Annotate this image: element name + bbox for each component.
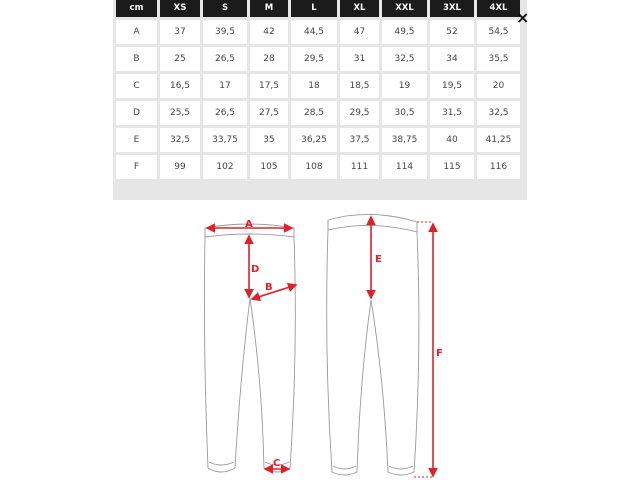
row-label: B — [116, 47, 157, 71]
table-cell: 35,5 — [477, 47, 520, 71]
table-cell: 30,5 — [382, 101, 427, 125]
label-b: B — [265, 282, 273, 293]
table-row: C 16,5 17 17,5 18 18,5 19 19,5 20 — [116, 74, 520, 98]
table-cell: 105 — [250, 155, 288, 179]
table-cell: 49,5 — [382, 20, 427, 44]
table-cell: 99 — [160, 155, 200, 179]
column-header-xs: XS — [160, 0, 200, 17]
table-row: D 25,5 26,5 27,5 28,5 29,5 30,5 31,5 32,5 — [116, 101, 520, 125]
table-cell: 35 — [250, 128, 288, 152]
column-header-3xl: 3XL — [430, 0, 474, 17]
table-row: B 25 26,5 28 29,5 31 32,5 34 35,5 — [116, 47, 520, 71]
table-cell: 26,5 — [203, 47, 247, 71]
table-cell: 19,5 — [430, 74, 474, 98]
row-label: C — [116, 74, 157, 98]
table-cell: 38,75 — [382, 128, 427, 152]
column-header-l: L — [291, 0, 337, 17]
table-cell: 19 — [382, 74, 427, 98]
table-cell: 47 — [340, 20, 379, 44]
table-cell: 31,5 — [430, 101, 474, 125]
table-row: F 99 102 105 108 111 114 115 116 — [116, 155, 520, 179]
label-f: F — [436, 348, 443, 359]
table-cell: 37,5 — [340, 128, 379, 152]
table-cell: 26,5 — [203, 101, 247, 125]
front-pants-outline — [203, 223, 296, 473]
table-cell: 108 — [291, 155, 337, 179]
table-cell: 33,75 — [203, 128, 247, 152]
table-cell: 40 — [430, 128, 474, 152]
table-cell: 27,5 — [250, 101, 288, 125]
pants-measurement-diagram — [116, 201, 527, 480]
table-cell: 36,25 — [291, 128, 337, 152]
back-pants-outline — [326, 214, 420, 476]
measure-arrow-b — [250, 282, 298, 302]
row-label: E — [116, 128, 157, 152]
table-header-row: cm XS S M L XL XXL 3XL 4XL — [116, 0, 520, 17]
table-cell: 17,5 — [250, 74, 288, 98]
column-header-xxl: XXL — [382, 0, 427, 17]
table-row: A 37 39,5 42 44,5 47 49,5 52 54,5 — [116, 20, 520, 44]
table-cell: 42 — [250, 20, 288, 44]
label-e: E — [375, 254, 382, 265]
table-cell: 37 — [160, 20, 200, 44]
table-cell: 114 — [382, 155, 427, 179]
table-cell: 16,5 — [160, 74, 200, 98]
table-row: E 32,5 33,75 35 36,25 37,5 38,75 40 41,25 — [116, 128, 520, 152]
table-cell: 39,5 — [203, 20, 247, 44]
table-cell: 44,5 — [291, 20, 337, 44]
table-cell: 28 — [250, 47, 288, 71]
table-cell: 25,5 — [160, 101, 200, 125]
size-table: cm XS S M L XL XXL 3XL 4XL A 37 39,5 42 44,5 47 49,5 52… — [113, 0, 523, 182]
table-cell: 31 — [340, 47, 379, 71]
table-cell: 102 — [203, 155, 247, 179]
table-cell: 18,5 — [340, 74, 379, 98]
table-cell: 28,5 — [291, 101, 337, 125]
table-cell: 17 — [203, 74, 247, 98]
row-label: F — [116, 155, 157, 179]
table-cell: 52 — [430, 20, 474, 44]
table-cell: 32,5 — [160, 128, 200, 152]
column-header-s: S — [203, 0, 247, 17]
table-cell: 111 — [340, 155, 379, 179]
column-header-cm: cm — [116, 0, 157, 17]
row-label: A — [116, 20, 157, 44]
table-cell: 20 — [477, 74, 520, 98]
table-cell: 54,5 — [477, 20, 520, 44]
table-cell: 18 — [291, 74, 337, 98]
table-cell: 29,5 — [291, 47, 337, 71]
table-cell: 25 — [160, 47, 200, 71]
label-c: C — [273, 458, 280, 469]
table-cell: 115 — [430, 155, 474, 179]
table-cell: 32,5 — [477, 101, 520, 125]
row-label: D — [116, 101, 157, 125]
column-header-4xl: 4XL — [477, 0, 520, 17]
table-cell: 116 — [477, 155, 520, 179]
label-a: A — [245, 219, 253, 230]
table-cell: 29,5 — [340, 101, 379, 125]
table-cell: 34 — [430, 47, 474, 71]
label-d: D — [251, 264, 259, 275]
close-icon[interactable]: × — [516, 8, 530, 27]
column-header-xl: XL — [340, 0, 379, 17]
table-cell: 41,25 — [477, 128, 520, 152]
column-header-m: M — [250, 0, 288, 17]
table-cell: 32,5 — [382, 47, 427, 71]
